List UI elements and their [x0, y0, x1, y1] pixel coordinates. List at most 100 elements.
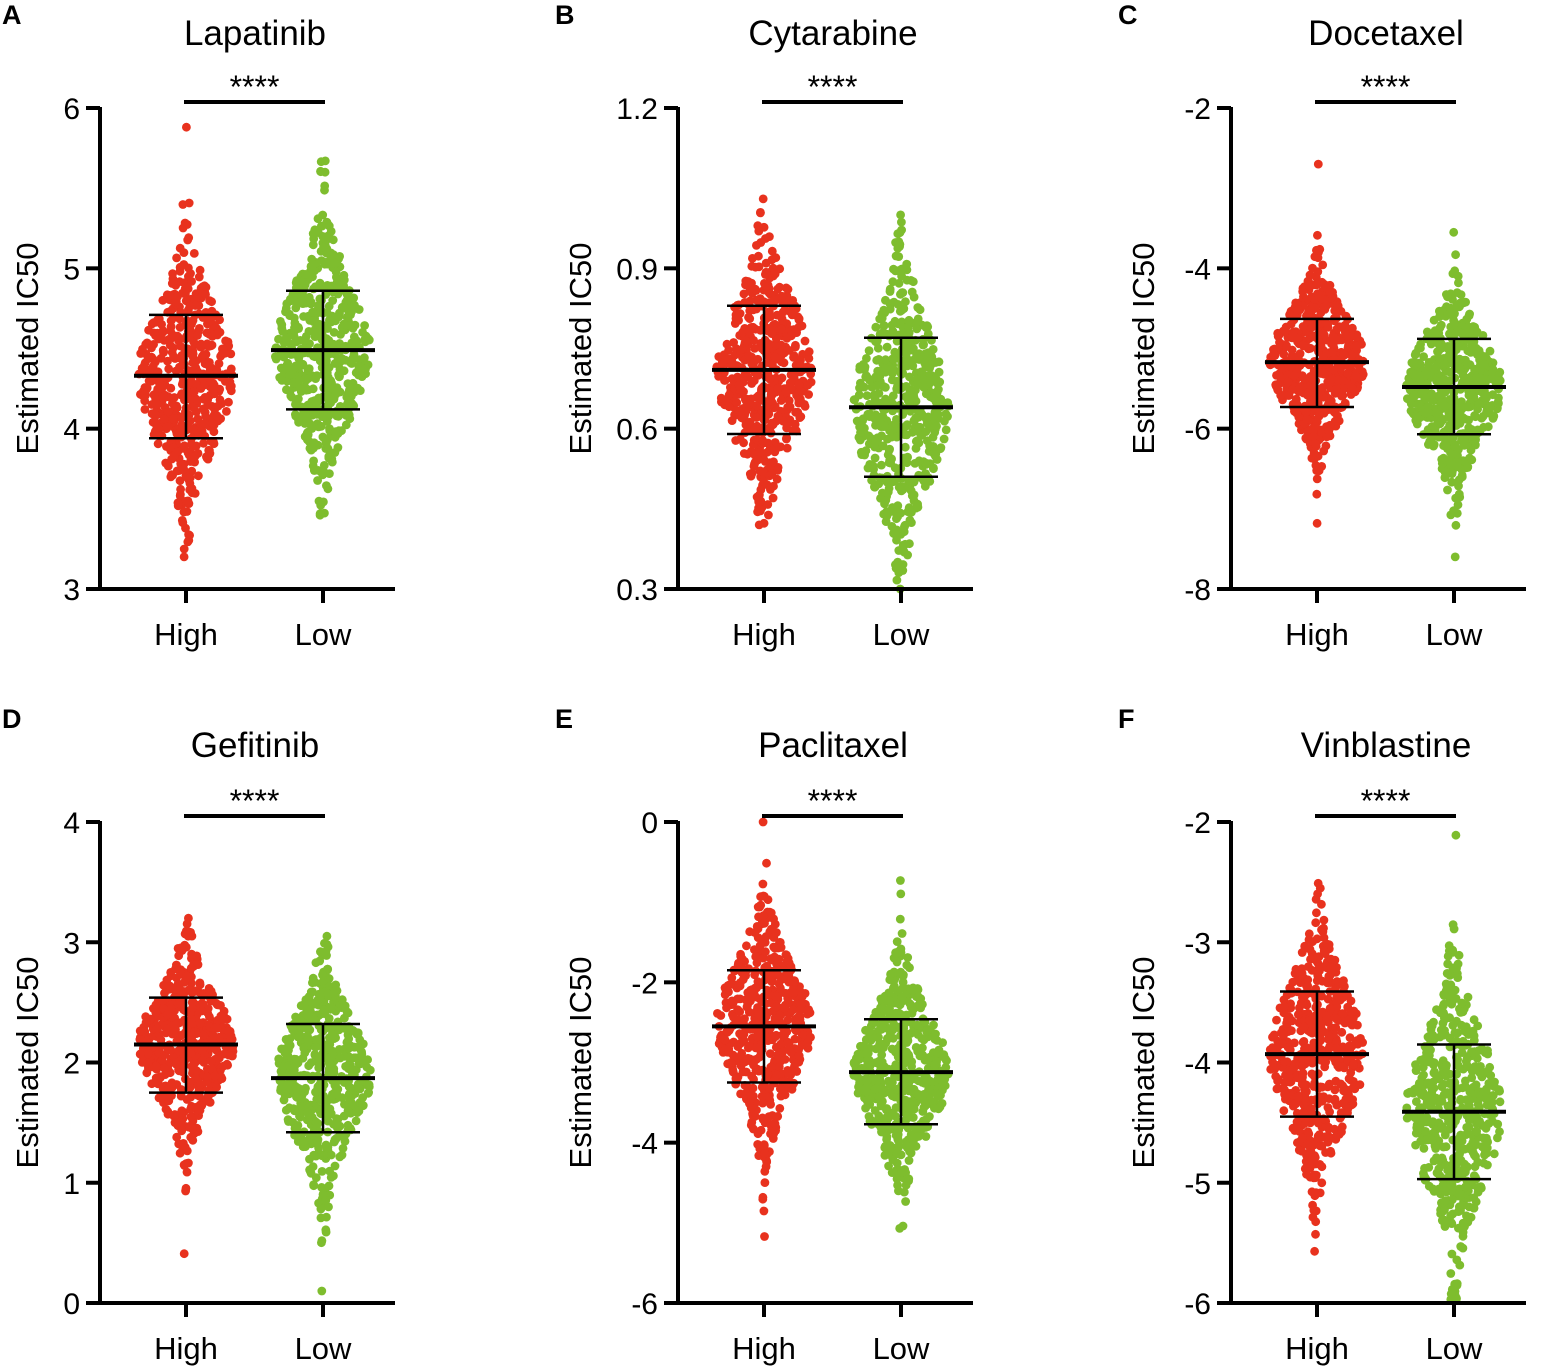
data-point-high [757, 325, 767, 335]
data-point-high [787, 310, 797, 320]
data-point-high [1312, 518, 1322, 528]
data-point-high [1319, 446, 1329, 456]
data-point-low [300, 280, 310, 289]
data-point-high [188, 402, 198, 412]
data-point-low [293, 298, 303, 308]
data-point-high [755, 490, 764, 500]
data-point-high [752, 413, 761, 422]
data-point-high [1333, 375, 1343, 385]
data-point-low [1440, 360, 1449, 370]
data-point-high [727, 996, 737, 1006]
data-point-high [1336, 322, 1346, 332]
data-point-high [175, 314, 185, 324]
data-point-high [144, 325, 154, 335]
data-point-low [285, 311, 295, 320]
data-point-high [775, 1012, 785, 1021]
data-point-low [317, 221, 327, 231]
data-point-high [198, 404, 208, 414]
data-point-low [925, 441, 934, 451]
significance-label: **** [230, 783, 280, 819]
data-point-low [1460, 414, 1470, 424]
data-point-low [286, 350, 296, 359]
data-point-low [911, 436, 921, 446]
data-point-high [1308, 432, 1318, 441]
data-point-high [760, 1178, 770, 1187]
data-point-low [914, 456, 924, 466]
data-point-low [881, 355, 890, 365]
data-point-low [333, 443, 343, 452]
data-point-high [752, 1032, 762, 1042]
data-point-low [339, 319, 349, 329]
data-point-high [150, 409, 160, 419]
data-point-low [939, 434, 949, 444]
data-point-low [891, 419, 901, 428]
data-point-high [769, 295, 779, 305]
data-point-low [322, 379, 332, 388]
data-point-high [776, 1084, 785, 1094]
data-point-high [1352, 332, 1362, 342]
data-point-high [1331, 385, 1341, 394]
data-point-low [888, 326, 898, 336]
data-point-low [902, 421, 912, 431]
data-point-low [864, 431, 874, 441]
data-point-low [360, 321, 369, 330]
data-point-low [896, 889, 906, 899]
data-point-low [1439, 441, 1448, 450]
panel-letter: D [2, 704, 22, 734]
data-point-high [767, 469, 777, 478]
chart-title: Paclitaxel [758, 726, 908, 765]
data-point-high [212, 1023, 222, 1032]
data-point-low [892, 376, 902, 386]
data-point-low [921, 460, 931, 469]
data-point-low [304, 373, 313, 383]
data-point-high [774, 979, 784, 988]
data-point-low [288, 292, 298, 301]
data-point-high [758, 435, 767, 445]
data-point-high [741, 336, 751, 346]
data-point-high [165, 291, 175, 300]
data-point-low [324, 974, 334, 983]
data-point-high [201, 411, 211, 421]
data-point-high [219, 1061, 228, 1071]
y-tick-label: -4 [1184, 253, 1211, 286]
data-point-high [745, 306, 755, 316]
data-point-high [180, 284, 190, 294]
data-point-high [761, 383, 770, 393]
data-point-low [275, 351, 285, 360]
data-point-high [744, 326, 754, 336]
data-point-low [854, 390, 864, 400]
data-point-low [1464, 390, 1474, 400]
data-point-high [208, 419, 218, 428]
data-point-high [729, 338, 738, 347]
data-point-high [194, 272, 204, 282]
data-point-high [1301, 407, 1311, 417]
data-point-low [363, 1088, 373, 1098]
data-point-high [1325, 287, 1335, 297]
data-points [134, 122, 374, 562]
data-point-low [897, 929, 907, 938]
data-point-high [739, 449, 749, 458]
data-point-low [912, 324, 922, 334]
data-point-high [727, 416, 737, 425]
data-point-low [335, 1045, 344, 1054]
data-point-high [753, 933, 763, 942]
data-point-high [730, 302, 739, 312]
data-point-low [325, 450, 335, 459]
data-point-high [738, 975, 748, 984]
data-point-low [877, 460, 886, 470]
data-point-high [750, 344, 759, 353]
data-point-low [1450, 309, 1459, 318]
data-point-high [789, 988, 798, 998]
data-point-low [1456, 290, 1466, 300]
data-point-high [734, 380, 744, 390]
data-point-high [174, 951, 184, 961]
data-point-low [336, 356, 346, 366]
data-point-low [364, 1080, 374, 1090]
data-point-high [168, 330, 178, 340]
data-point-low [905, 372, 914, 382]
data-point-high [734, 407, 744, 417]
data-point-high [179, 552, 189, 562]
data-point-high [760, 457, 770, 466]
